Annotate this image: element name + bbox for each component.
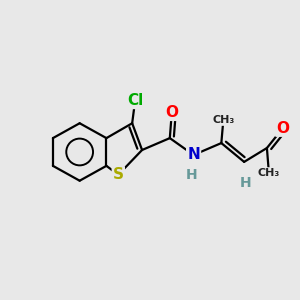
Text: H: H xyxy=(239,176,251,190)
Text: H: H xyxy=(186,168,197,182)
Text: Cl: Cl xyxy=(127,93,143,108)
Text: O: O xyxy=(165,105,178,120)
Text: O: O xyxy=(276,121,289,136)
Text: CH₃: CH₃ xyxy=(258,168,280,178)
Text: CH₃: CH₃ xyxy=(212,115,234,125)
Text: N: N xyxy=(187,148,200,163)
Text: S: S xyxy=(113,167,124,182)
